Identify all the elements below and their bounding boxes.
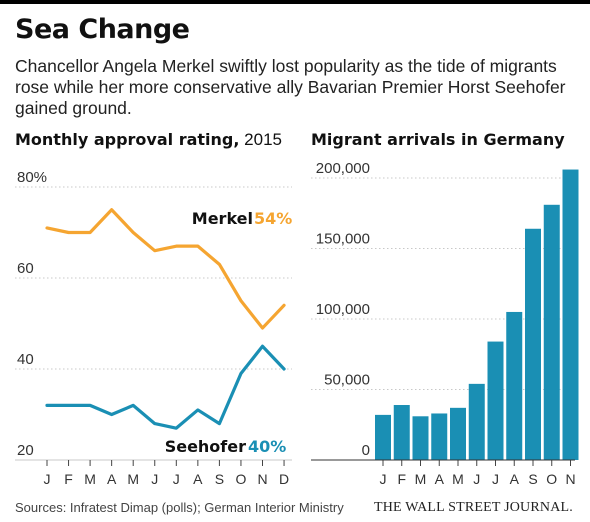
arrivals-bar [375, 414, 391, 460]
arrivals-chart-title: Migrant arrivals in Germany [311, 130, 565, 149]
arrivals-x-tick-label: S [528, 471, 537, 487]
arrivals-bar [487, 341, 504, 460]
approval-x-tick-label: N [257, 471, 267, 487]
arrivals-bar [468, 383, 485, 460]
seehofer-end-value: 40% [248, 437, 286, 456]
arrivals-bar [431, 413, 448, 460]
seehofer-label: Seehofer [165, 437, 246, 456]
arrivals-bar [543, 204, 560, 460]
merkel-end-value: 54% [254, 209, 292, 228]
arrivals-x-tick-label: N [565, 471, 575, 487]
arrivals-bar [506, 311, 523, 460]
merkel-label: Merkel [192, 209, 253, 228]
approval-x-tick-label: M [127, 471, 139, 487]
approval-x-tick-label: A [107, 471, 117, 487]
approval-chart-title-bold: Monthly approval rating, [15, 130, 240, 149]
source-note: Sources: Infratest Dimap (polls); German… [15, 500, 344, 515]
approval-x-tick-label: F [64, 471, 73, 487]
approval-x-tick-label: S [215, 471, 224, 487]
arrivals-x-tick-label: A [510, 471, 520, 487]
arrivals-y-tick: 100,000 [316, 301, 370, 318]
approval-x-tick-label: M [84, 471, 96, 487]
approval-x-tick-label: D [279, 471, 289, 487]
approval-chart-title: Monthly approval rating, 2015 [15, 130, 282, 150]
arrivals-x-tick-label: F [397, 471, 406, 487]
arrivals-bar [393, 405, 410, 460]
approval-y-tick: 40 [17, 351, 34, 368]
arrivals-bar [525, 228, 541, 460]
publisher-credit: THE WALL STREET JOURNAL. [374, 500, 573, 515]
approval-x-tick-label: J [151, 471, 158, 487]
arrivals-x-tick-label: M [415, 471, 427, 487]
arrivals-x-tick-label: J [492, 471, 499, 487]
approval-y-tick: 20 [17, 442, 34, 459]
arrivals-x-tick-label: M [452, 471, 464, 487]
page-title: Sea Change [15, 14, 190, 45]
arrivals-y-tick: 50,000 [324, 372, 370, 389]
top-rule [0, 0, 590, 4]
approval-y-tick: 80% [17, 169, 47, 186]
approval-x-tick-label: O [236, 471, 247, 487]
approval-y-tick: 60 [17, 260, 34, 277]
arrivals-bar [450, 407, 466, 460]
arrivals-x-tick-label: A [435, 471, 445, 487]
arrivals-bar [562, 169, 579, 461]
arrivals-y-tick: 150,000 [316, 231, 370, 248]
arrivals-x-tick-label: O [546, 471, 557, 487]
arrivals-x-tick-label: J [380, 471, 387, 487]
approval-x-tick-label: J [44, 471, 51, 487]
approval-x-tick-label: A [193, 471, 203, 487]
approval-line-seehofer [45, 344, 286, 430]
arrivals-x-tick-label: J [473, 471, 480, 487]
arrivals-y-tick: 200,000 [316, 160, 370, 177]
approval-x-tick-label: J [173, 471, 180, 487]
approval-line-merkel [45, 208, 286, 330]
arrivals-bar [412, 416, 429, 460]
subtitle: Chancellor Angela Merkel swiftly lost po… [15, 56, 566, 118]
arrivals-y-tick: 0 [362, 442, 370, 459]
approval-chart-title-year: 2015 [239, 130, 282, 149]
